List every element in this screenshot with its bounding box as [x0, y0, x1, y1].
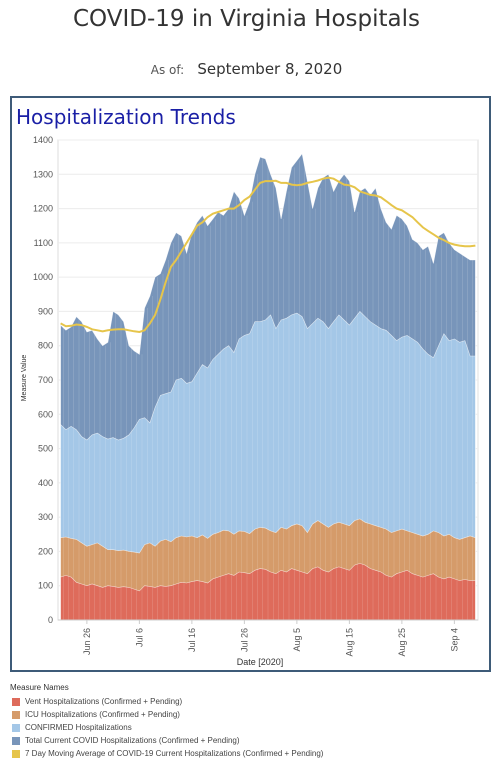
legend-label: 7 Day Moving Average of COVID-19 Current…: [25, 749, 324, 758]
x-tick-label: Jul 26: [239, 628, 249, 652]
page-title: COVID-19 in Virginia Hospitals: [73, 6, 420, 32]
legend-swatch: [12, 697, 20, 706]
y-tick-label: 200: [38, 546, 53, 556]
legend-items: Vent Hospitalizations (Confirmed + Pendi…: [10, 695, 490, 760]
y-tick-label: 300: [38, 512, 53, 522]
y-tick-label: 1000: [33, 272, 53, 282]
panel-title: Hospitalization Trends: [16, 105, 236, 129]
y-tick-label: 1400: [33, 135, 53, 145]
legend-item[interactable]: ICU Hospitalizations (Confirmed + Pendin…: [10, 708, 490, 721]
legend: Measure Names Vent Hospitalizations (Con…: [10, 683, 490, 760]
legend-swatch: [12, 736, 20, 745]
x-tick-label: Jul 6: [134, 628, 144, 647]
y-tick-label: 800: [38, 341, 53, 351]
legend-item[interactable]: Vent Hospitalizations (Confirmed + Pendi…: [10, 695, 490, 708]
x-axis-title: Date [2020]: [237, 657, 284, 667]
legend-title: Measure Names: [10, 683, 69, 692]
y-tick-label: 700: [38, 375, 53, 385]
x-tick-label: Jun 26: [82, 628, 92, 655]
y-tick-label: 1300: [33, 169, 53, 179]
as-of-label: As of:: [150, 63, 185, 77]
legend-label: Vent Hospitalizations (Confirmed + Pendi…: [25, 697, 183, 706]
legend-item[interactable]: 7 Day Moving Average of COVID-19 Current…: [10, 747, 490, 760]
hospitalization-chart[interactable]: 0 100 200 300 400 500 600 700 800 900 1000 1100 1200…: [0, 0, 493, 680]
y-tick-label: 900: [38, 306, 53, 316]
legend-label: Total Current COVID Hospitalizations (Co…: [25, 736, 240, 745]
x-tick-label: Aug 15: [344, 628, 354, 657]
y-tick-label: 1100: [34, 238, 53, 248]
x-tick-label: Jul 16: [187, 628, 197, 652]
legend-swatch: [12, 710, 20, 719]
y-tick-label: 1200: [33, 204, 53, 214]
y-tick-label: 500: [38, 444, 53, 454]
moving-average-line[interactable]: [60, 176, 476, 334]
legend-swatch: [12, 723, 20, 732]
legend-swatch: [12, 749, 20, 758]
legend-label: CONFIRMED Hospitalizations: [25, 723, 132, 732]
legend-label: ICU Hospitalizations (Confirmed + Pendin…: [25, 710, 180, 719]
as-of-line: As of: September 8, 2020: [0, 59, 493, 78]
area-series[interactable]: [60, 563, 476, 621]
y-tick-label: 600: [38, 409, 53, 419]
x-tick-label: Sep 4: [449, 628, 459, 652]
y-tick-label: 0: [48, 615, 53, 625]
legend-item[interactable]: CONFIRMED Hospitalizations: [10, 721, 490, 734]
as-of-date: September 8, 2020: [197, 60, 343, 78]
x-tick-label: Aug 5: [292, 628, 302, 652]
legend-item[interactable]: Total Current COVID Hospitalizations (Co…: [10, 734, 490, 747]
y-tick-label: 100: [38, 581, 53, 591]
x-tick-label: Aug 25: [397, 628, 407, 657]
y-axis-title: Measure Value: [21, 355, 28, 402]
y-tick-label: 400: [38, 478, 53, 488]
